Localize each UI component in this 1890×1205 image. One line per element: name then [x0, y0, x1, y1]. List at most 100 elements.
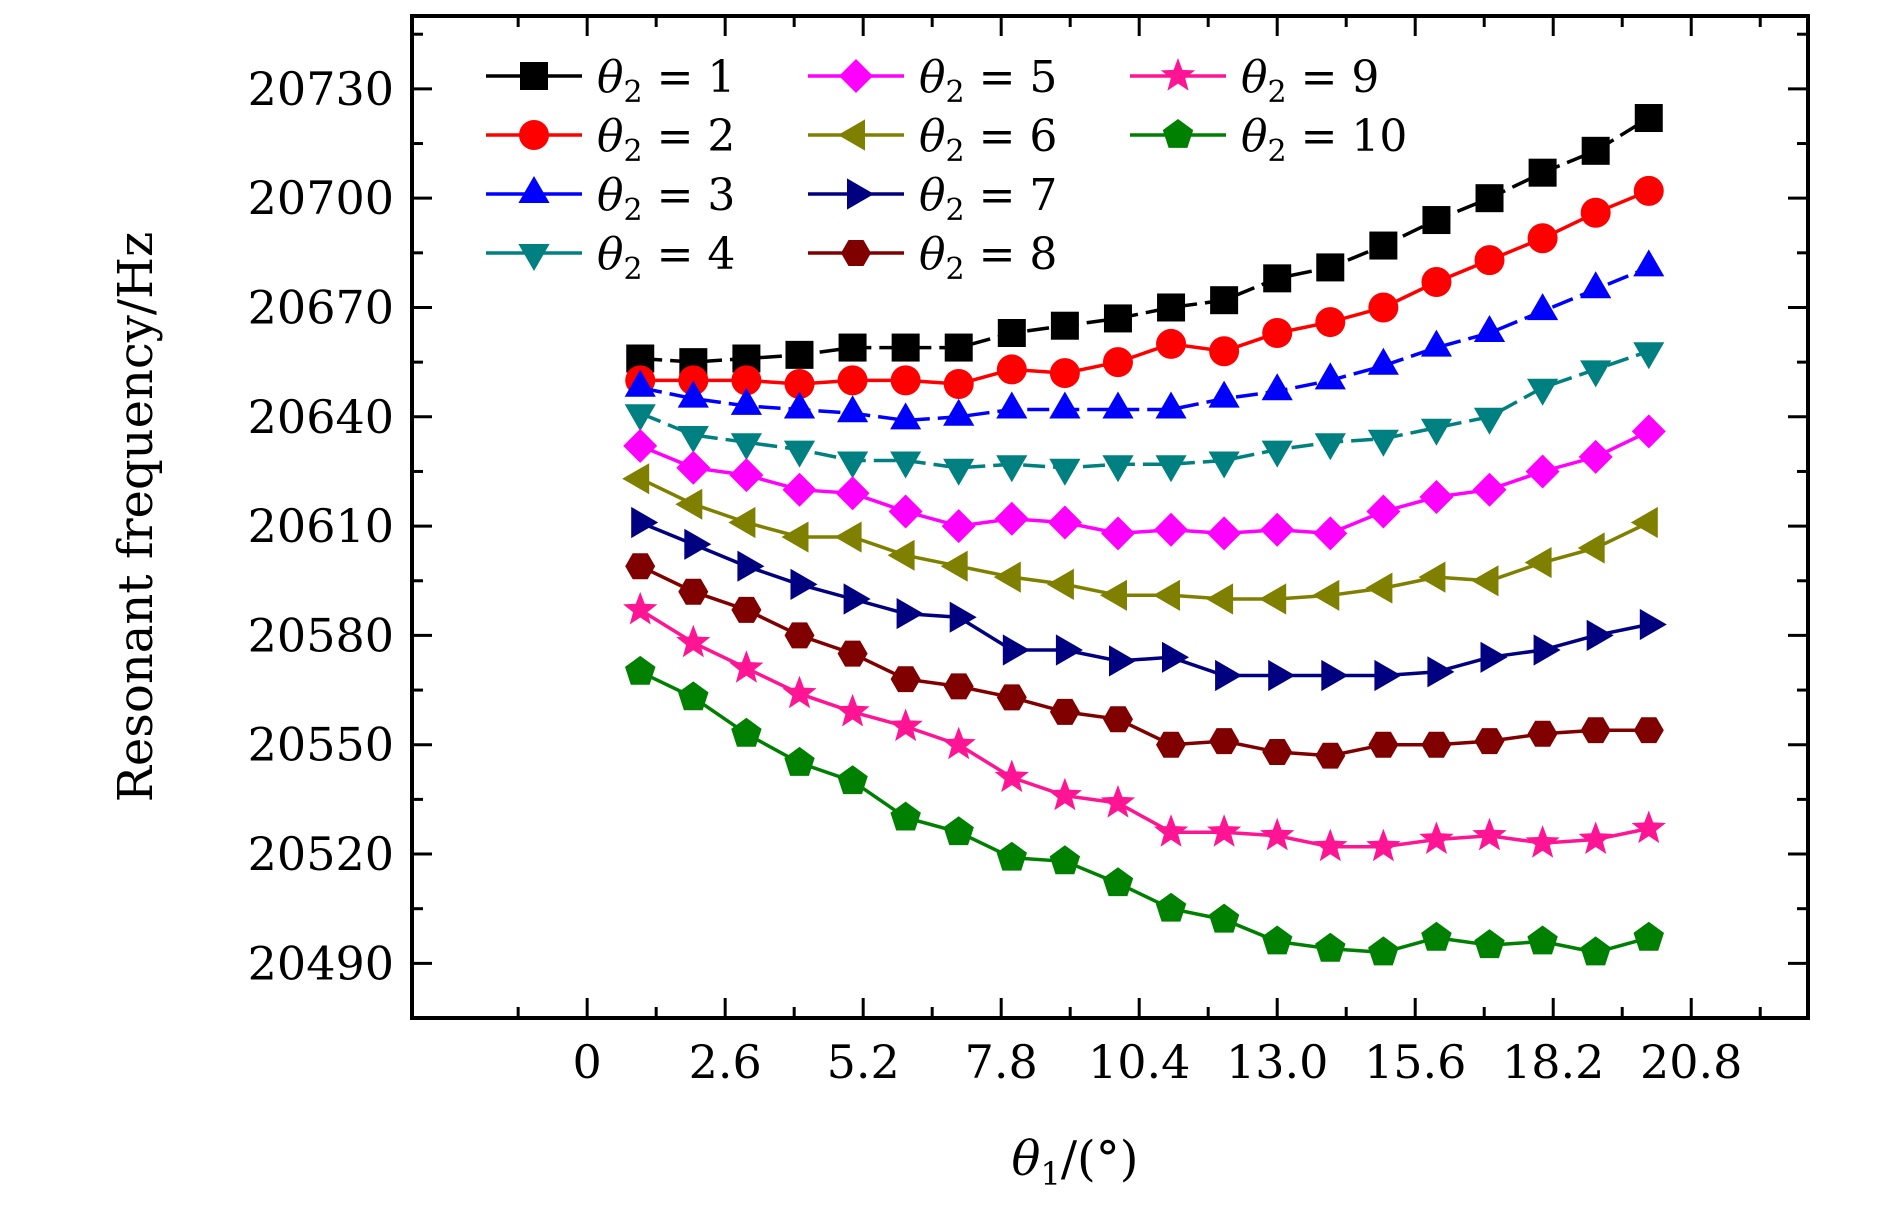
data-point	[1420, 329, 1452, 357]
data-point	[1631, 414, 1666, 449]
legend-label: θ2 = 9	[1241, 52, 1379, 110]
data-point	[631, 506, 659, 539]
series-2	[625, 175, 1664, 400]
data-point	[1474, 245, 1505, 276]
data-point	[1580, 717, 1611, 744]
data-point	[837, 765, 868, 795]
data-point	[731, 596, 762, 623]
data-point	[1633, 249, 1665, 277]
series-line	[640, 116, 1650, 364]
series-10	[625, 655, 1664, 966]
data-point	[1314, 433, 1346, 461]
data-point	[888, 708, 923, 742]
data-point	[1312, 579, 1340, 611]
legend-label: θ2 = 1	[597, 52, 735, 110]
data-point	[994, 759, 1029, 793]
legend-entry: θ2 = 9	[1130, 52, 1379, 110]
data-point	[790, 568, 818, 600]
data-point	[1639, 608, 1667, 641]
data-point	[1525, 454, 1560, 489]
data-point	[890, 801, 921, 831]
data-point	[1367, 429, 1399, 457]
data-point	[888, 494, 923, 529]
data-point	[1261, 373, 1293, 401]
data-point	[1315, 307, 1346, 338]
data-point	[943, 398, 975, 426]
data-point	[784, 622, 815, 649]
data-point	[941, 509, 976, 544]
data-point	[1209, 336, 1240, 367]
data-point	[1100, 785, 1136, 818]
series-layer	[622, 104, 1667, 966]
data-point	[1527, 720, 1558, 747]
data-point	[1049, 391, 1081, 419]
x-tick-label: 20.8	[1640, 1035, 1742, 1089]
data-point	[1049, 845, 1081, 875]
data-point	[784, 369, 815, 400]
data-point	[1047, 505, 1082, 540]
data-point	[1101, 516, 1135, 551]
legend-entry: θ2 = 3	[486, 170, 735, 228]
y-axis-title: Resonant frequency/Hz	[108, 232, 164, 802]
series-5	[623, 414, 1666, 551]
y-tick-label: 20610	[248, 499, 394, 553]
x-tick-label: 5.2	[827, 1035, 900, 1089]
data-point	[1049, 458, 1081, 486]
data-point	[1533, 634, 1561, 666]
data-point	[1366, 494, 1401, 529]
data-point	[1368, 292, 1399, 323]
data-point	[994, 501, 1029, 536]
data-point	[1419, 821, 1454, 854]
data-point	[678, 681, 709, 711]
data-point	[624, 404, 656, 432]
data-point	[1209, 728, 1240, 755]
data-point	[1420, 418, 1452, 446]
y-tick-label: 20640	[248, 390, 394, 444]
data-point	[1047, 777, 1082, 811]
data-point	[1421, 731, 1452, 758]
data-point	[1374, 659, 1402, 692]
data-point	[1581, 136, 1610, 165]
series-line	[639, 670, 1650, 955]
data-point	[677, 426, 709, 453]
data-point	[1528, 158, 1557, 187]
legend-label: θ2 = 6	[919, 111, 1057, 169]
data-point	[1262, 739, 1293, 765]
data-point	[1586, 619, 1614, 651]
x-tick-label: 13.0	[1226, 1035, 1328, 1089]
data-point	[1578, 439, 1613, 474]
data-point	[1527, 293, 1559, 321]
data-point	[678, 365, 709, 396]
legend-entry: θ2 = 5	[808, 52, 1057, 110]
data-point	[1471, 565, 1499, 597]
data-point	[837, 365, 868, 396]
plot-frame	[410, 14, 1810, 1020]
data-point	[943, 816, 974, 846]
data-point	[944, 333, 973, 362]
data-point	[1260, 817, 1295, 851]
legend-label: θ2 = 5	[919, 52, 1057, 110]
data-point	[1633, 717, 1664, 744]
legend-entry: θ2 = 7	[808, 170, 1057, 228]
data-point	[1206, 583, 1234, 615]
data-point	[1103, 706, 1133, 733]
data-point	[1631, 810, 1666, 844]
data-point	[1527, 925, 1558, 955]
data-point	[1527, 378, 1559, 406]
data-point	[1472, 817, 1507, 851]
data-point	[1162, 641, 1189, 673]
x-axis-title: θ1/(°)	[1012, 1131, 1139, 1193]
data-point	[784, 746, 815, 776]
y-tick-label: 20520	[248, 827, 394, 881]
data-point	[1100, 579, 1127, 611]
data-point	[1315, 742, 1346, 769]
data-point	[1633, 175, 1664, 206]
data-point	[1314, 362, 1346, 390]
data-point	[1316, 253, 1345, 282]
data-point	[1263, 264, 1292, 293]
legend-marker	[520, 62, 548, 90]
data-point	[943, 458, 975, 486]
legend-entry: θ2 = 8	[808, 229, 1057, 287]
data-point	[1480, 641, 1508, 673]
legend-marker	[841, 240, 871, 266]
